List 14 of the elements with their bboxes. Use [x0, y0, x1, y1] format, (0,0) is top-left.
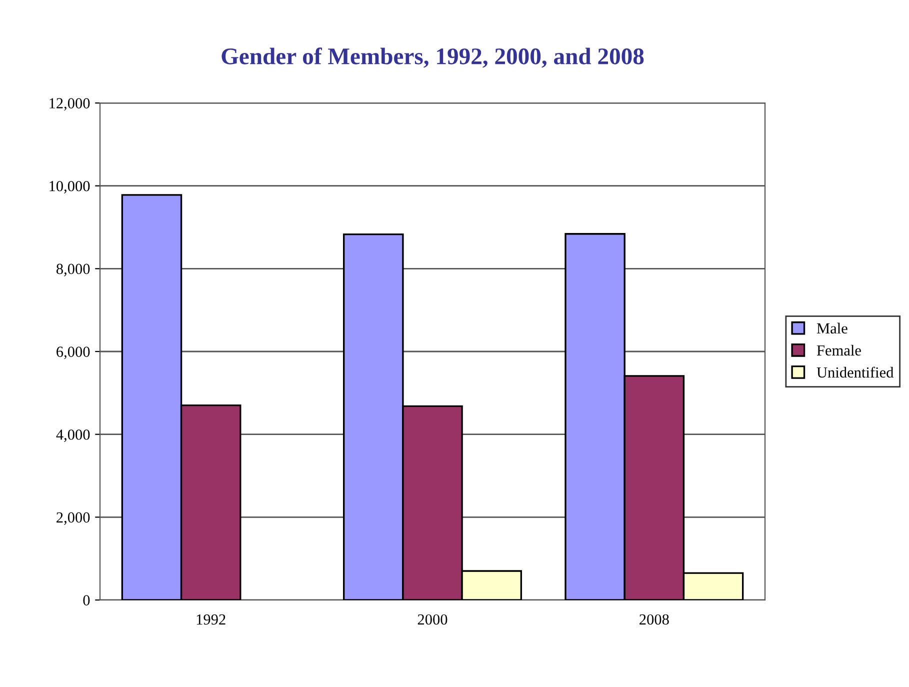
x-tick-label: 1992	[196, 614, 226, 625]
y-tick-label: 4,000	[56, 429, 90, 442]
y-tick-label: 12,000	[50, 98, 90, 111]
legend-label: Unidentified	[816, 366, 894, 378]
x-tick-label: 2000	[418, 614, 448, 625]
y-tick-label: 8,000	[56, 264, 90, 276]
x-tick-label: 2008	[640, 614, 669, 625]
y-tick-label: 10,000	[50, 180, 90, 194]
y-tick-label: 6,000	[56, 346, 90, 360]
y-tick-label: 0	[83, 595, 90, 606]
legend-label: Male	[816, 322, 848, 334]
y-tick-label: 2,000	[56, 512, 90, 525]
legend-label: Female	[816, 344, 861, 356]
chart-title: Gender of Members, 1992, 2000, and 2008	[222, 47, 644, 68]
